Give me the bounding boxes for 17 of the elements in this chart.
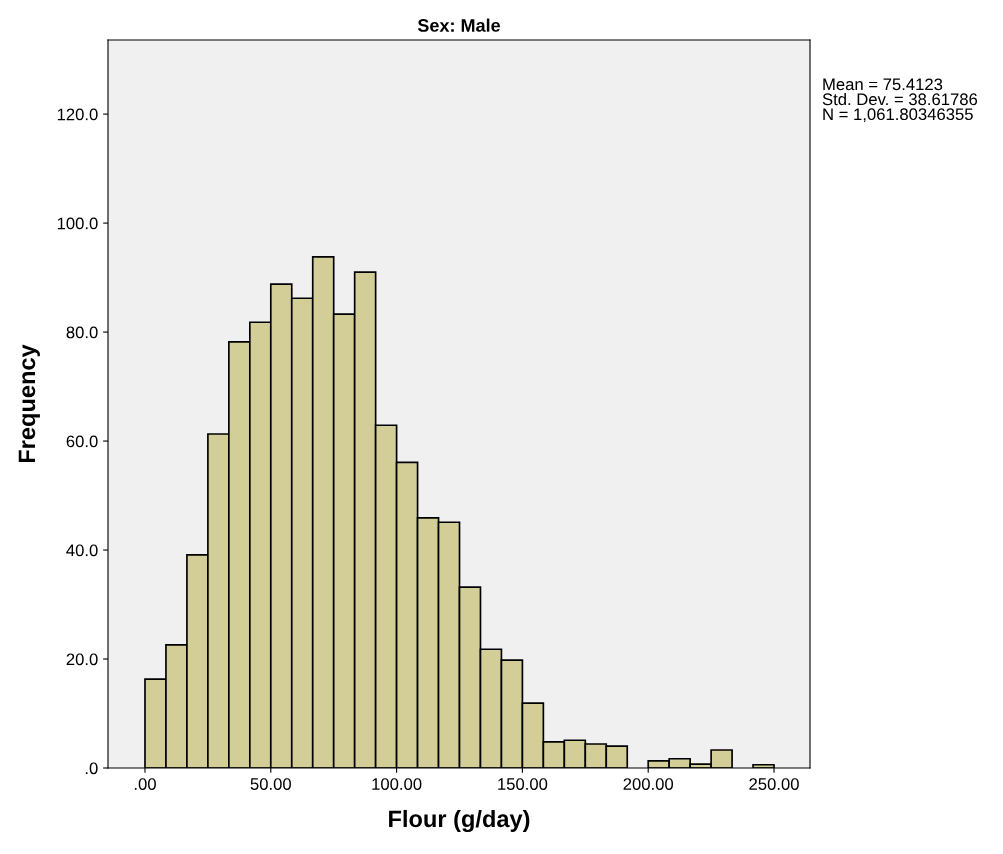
x-tick-label: .00: [134, 778, 156, 790]
y-tick-label: .0: [85, 762, 98, 775]
y-tick-label: 40.0: [66, 544, 98, 557]
chart-title: Sex: Male: [417, 18, 501, 32]
y-tick-label: 80.0: [66, 326, 98, 339]
y-tick-label: 20.0: [66, 653, 98, 666]
y-tick-label: 100.0: [57, 217, 98, 230]
x-axis-title: Flour (g/day): [389, 809, 530, 833]
x-tick-label: 250.00: [749, 778, 799, 790]
x-tick-label: 100.00: [372, 778, 422, 790]
x-tick-label: 50.00: [250, 778, 291, 790]
x-tick-label: 200.00: [623, 778, 674, 790]
y-tick-label: 120.0: [57, 108, 98, 121]
text: Mean = 75.4123 Std. Dev. = 38.61786 N = 1,061.80346355: [822, 78, 978, 123]
x-tick-label: 150.00: [498, 778, 548, 790]
y-tick-label: 60.0: [66, 435, 98, 448]
y-axis-title: Frequency: [18, 344, 40, 463]
